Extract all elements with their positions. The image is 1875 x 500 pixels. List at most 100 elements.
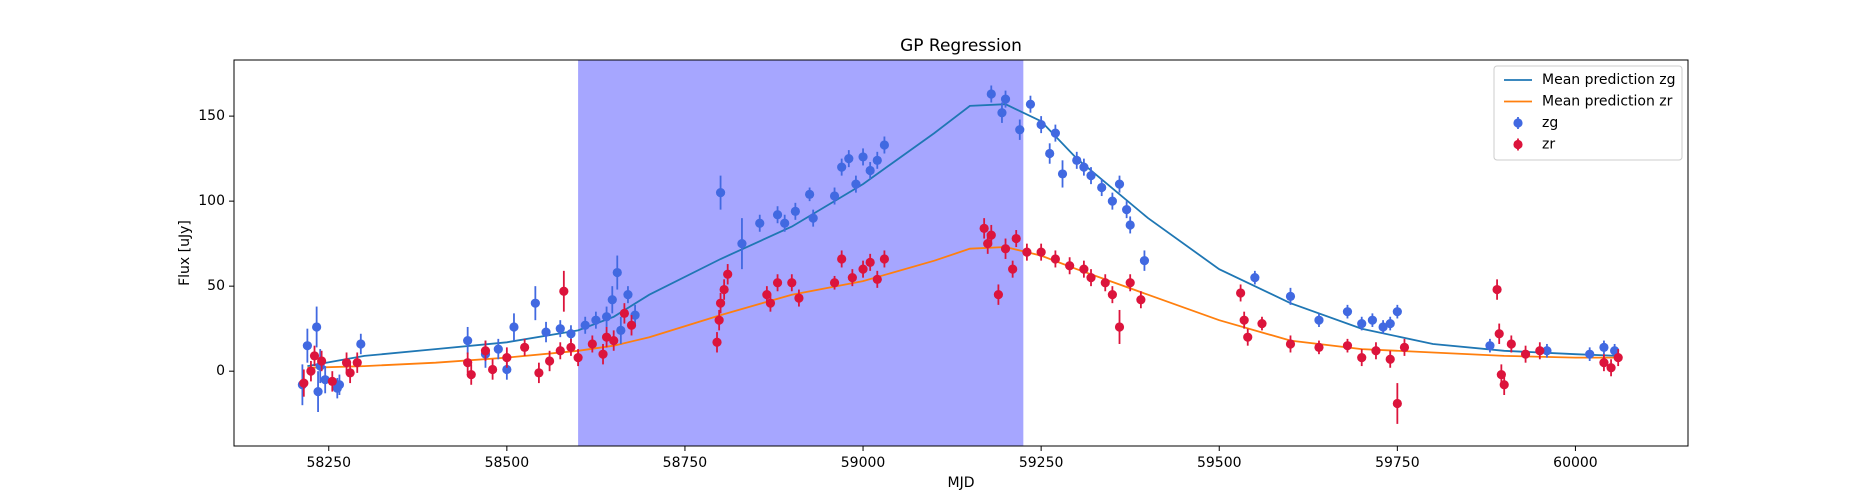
data-point [334, 380, 345, 390]
data-point [1239, 315, 1249, 325]
data-point [502, 352, 512, 363]
legend-label: zr [1542, 137, 1555, 153]
x-tick-label: 59500 [1197, 455, 1242, 471]
data-point [1494, 329, 1504, 339]
chart-title: GP Regression [900, 36, 1022, 56]
data-point [1136, 295, 1146, 305]
data-point [520, 342, 530, 352]
data-point [630, 310, 640, 320]
data-point [1357, 352, 1367, 363]
data-point [299, 378, 309, 388]
data-point [1036, 120, 1046, 130]
data-point [1025, 99, 1036, 109]
data-point [790, 206, 800, 216]
data-point [1000, 94, 1011, 104]
data-point [1050, 128, 1060, 138]
data-point [327, 376, 337, 386]
data-point [872, 155, 882, 165]
data-point [463, 358, 473, 368]
data-point [1122, 205, 1132, 215]
data-point [1392, 307, 1402, 317]
legend-label: zg [1542, 115, 1558, 131]
data-point [1079, 162, 1089, 172]
data-point [1499, 380, 1509, 390]
data-point [598, 349, 608, 359]
data-point [1139, 256, 1150, 266]
data-point [808, 213, 818, 223]
data-point [765, 298, 776, 308]
data-point [1385, 318, 1395, 329]
data-point [619, 308, 629, 318]
data-point [530, 298, 540, 308]
data-point [1392, 398, 1402, 409]
data-point [1378, 322, 1388, 332]
data-point [320, 375, 330, 385]
data-point [1243, 332, 1253, 342]
data-point [612, 267, 622, 278]
data-point [1606, 363, 1616, 373]
y-tick-label: 0 [216, 363, 225, 379]
data-point [352, 358, 362, 368]
data-point [1022, 247, 1032, 257]
data-point [306, 366, 316, 376]
data-point [555, 346, 565, 356]
data-point [609, 335, 619, 346]
data-point [502, 364, 512, 375]
data-point [805, 189, 815, 199]
data-point [1506, 339, 1516, 349]
data-point [865, 165, 875, 176]
x-tick-label: 60000 [1553, 455, 1598, 471]
data-point [986, 89, 996, 99]
data-point [1125, 220, 1135, 230]
data-point [566, 342, 576, 352]
data-point [591, 315, 601, 325]
x-tick-label: 58750 [663, 455, 708, 471]
data-point [587, 339, 597, 349]
data-point [493, 344, 503, 354]
legend-marker [1513, 139, 1523, 150]
data-point [1342, 341, 1353, 351]
data-point [463, 335, 473, 346]
data-point [712, 337, 722, 347]
data-point [1285, 339, 1296, 349]
data-point [1125, 278, 1135, 288]
data-point [1371, 346, 1381, 356]
data-point [993, 290, 1004, 300]
data-point [714, 315, 724, 325]
data-point [829, 191, 840, 201]
data-point [1485, 341, 1495, 351]
data-point [509, 322, 519, 332]
data-point [1015, 125, 1025, 135]
y-tick-label: 150 [198, 108, 225, 124]
data-point [616, 325, 626, 335]
data-point [772, 278, 783, 288]
data-point [1314, 315, 1324, 325]
highlight-span [578, 60, 1024, 446]
data-point [607, 295, 617, 305]
mean-line [307, 246, 1619, 369]
data-point [1285, 291, 1296, 301]
data-point [794, 293, 804, 303]
data-point [715, 188, 726, 198]
data-point [312, 322, 322, 332]
x-axis-label: MJD [948, 475, 975, 491]
data-point [1385, 354, 1395, 364]
data-point [1542, 346, 1552, 356]
data-point [1065, 261, 1075, 271]
data-point [480, 346, 491, 356]
data-point [487, 364, 498, 375]
y-tick-label: 50 [207, 278, 225, 294]
data-point [1050, 254, 1060, 264]
data-point [1086, 171, 1096, 181]
y-tick-label: 100 [198, 193, 225, 209]
data-point [1613, 352, 1623, 363]
data-point [317, 356, 327, 366]
data-point [847, 273, 857, 283]
data-point [580, 320, 590, 330]
data-point [762, 290, 772, 300]
data-point [534, 368, 544, 378]
data-point [772, 210, 783, 220]
data-point [858, 264, 868, 274]
data-point [1008, 264, 1018, 274]
